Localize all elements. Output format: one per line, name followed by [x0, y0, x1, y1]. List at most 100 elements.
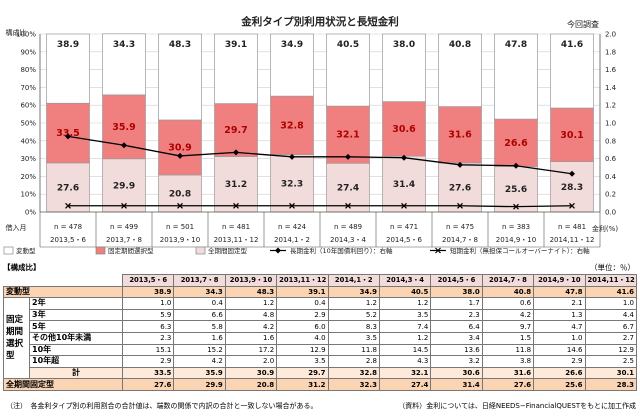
right-axis-title: 金利(%)	[592, 224, 618, 233]
bar-segment	[550, 107, 594, 162]
table-cell: 4.4	[584, 308, 638, 322]
x-tick-label: 2013,7・8	[106, 236, 142, 244]
data-label: 28.3	[561, 183, 583, 193]
row-label: 計	[29, 366, 123, 380]
line-point	[569, 170, 575, 177]
table-cell: 4.2	[224, 320, 278, 333]
data-label: 40.5	[337, 40, 359, 50]
line-point	[177, 152, 183, 159]
table-cell: 15.1	[121, 343, 175, 357]
table-column-header: 2014,1・2	[327, 274, 380, 287]
bar-segment	[326, 105, 370, 164]
bar-segment	[214, 33, 258, 104]
table-cell: 2.3	[430, 308, 483, 322]
table-cell: 6.3	[121, 320, 175, 333]
legend-swatch	[195, 246, 206, 255]
left-tick-label: 20%	[20, 173, 36, 181]
series-line-short-rate	[68, 205, 573, 208]
bar-segment	[494, 33, 538, 120]
line-point	[65, 202, 71, 209]
table-cell: 1.2	[378, 331, 432, 345]
line-point	[177, 202, 183, 209]
left-tick-label: 50%	[20, 120, 36, 128]
table-cell: 2.8	[327, 355, 380, 368]
table-row-sub: 固定期間選択型 2年 1.0 0.4 1.2 0.4 1.2 1.2 1.7 0.6 2.1 1.0	[3, 297, 638, 380]
x-tick-label: 2013,11・12	[214, 236, 259, 244]
table-cell: 1.6	[173, 331, 226, 345]
data-label: 32.1	[336, 130, 359, 141]
table-row-sub: 3年 5.9 6.6 4.8 2.9 5.2 3.5 2.3 4.2 1.3 4.4	[4, 308, 638, 322]
left-tick-label: 90%	[20, 48, 36, 56]
table-cell: 2.5	[584, 355, 638, 368]
table-cell: 31.4	[430, 378, 483, 391]
n-label: n = 501	[166, 223, 194, 231]
table-cell: 6.7	[584, 320, 638, 333]
table-cell: 2.7	[584, 331, 638, 345]
right-tick-label: 0.2	[605, 191, 616, 199]
table-column-header: 2014,9・10	[533, 274, 586, 287]
right-tick-label: 1.6	[605, 66, 617, 74]
legend-swatch	[3, 246, 14, 255]
table-column-header: 2014,7・8	[481, 274, 535, 287]
table-cell: 28.3	[584, 378, 638, 391]
table-cell: 30.6	[430, 366, 483, 380]
bar-segment	[494, 166, 538, 213]
table-cell: 11.8	[481, 343, 535, 357]
left-tick-label: 40%	[20, 137, 36, 145]
table-cell: 7.4	[378, 320, 432, 333]
group-label: 固定期間選択型	[3, 297, 30, 380]
x-tick-label: 2014,1・2	[274, 236, 310, 244]
line-point	[569, 202, 575, 209]
table-cell: 4.3	[378, 355, 432, 368]
line-point	[401, 154, 407, 161]
table-cell: 1.3	[533, 308, 586, 322]
bar-segment	[46, 102, 90, 164]
line-point	[457, 161, 463, 168]
table-cell: 31.6	[481, 366, 535, 380]
bar-segment	[46, 162, 90, 213]
data-label: 38.0	[393, 40, 415, 50]
table-cell: 30.1	[584, 366, 638, 380]
bar-segment	[438, 106, 482, 164]
table-cell: 47.8	[533, 285, 586, 299]
x-tick-label: 2014,9・10	[496, 236, 536, 244]
row-label: 10年	[29, 343, 123, 357]
table-cell: 20.8	[224, 378, 278, 391]
row-label: 10年超	[29, 355, 123, 368]
legend-label: 固定期間選択型	[108, 246, 154, 255]
table-row-zenkikan: 全期間固定型 27.6 29.9 20.8 31.2 32.3 27.4 31.4 27.6 25…	[3, 378, 638, 391]
right-tick-label: 1.0	[605, 120, 616, 128]
right-tick-label: 0.0	[605, 209, 616, 217]
bar-segment	[102, 158, 146, 213]
data-label: 27.4	[337, 184, 359, 194]
row-label: 2年	[29, 297, 123, 310]
table-cell: 2.0	[224, 355, 278, 368]
table-cell: 38.0	[430, 285, 483, 299]
table-column-header: 2013,11・12	[276, 274, 329, 287]
table-cell: 1.0	[584, 297, 638, 310]
footnote-right: （資料）金利については、日経NEEDS−FinancialQUESTをもとに加工…	[398, 402, 636, 410]
data-label: 34.9	[281, 40, 303, 50]
bar-segment	[270, 33, 314, 97]
table-cell: 1.2	[224, 297, 278, 310]
footnote-left: （注） 各金利タイプ別の利用割合の合計値は、端数の関係で内訳の合計と一致しない場…	[6, 402, 318, 410]
table-cell: 39.1	[276, 285, 329, 299]
table-row-sub: 10年 15.1 15.2 17.2 12.9 11.8 14.5 13.6 11.8 14.6 1…	[4, 343, 638, 357]
data-label: 31.2	[225, 180, 247, 190]
table-cell: 2.9	[121, 355, 175, 368]
x-tick-label: 2014,11・12	[550, 236, 595, 244]
legend-swatch	[95, 246, 106, 255]
table-cell: 12.9	[276, 343, 329, 357]
table-row-kei: 計 33.5 35.9 30.9 29.7 32.8 32.1 30.6 31.6 26.6 30.…	[4, 366, 638, 380]
line-point	[233, 149, 239, 156]
line-point	[233, 202, 239, 209]
table-caption: 【構成比】	[3, 263, 41, 272]
n-label: n = 475	[446, 223, 474, 231]
line-point	[121, 142, 127, 149]
left-tick-label: 70%	[20, 84, 36, 92]
data-label: 31.6	[448, 130, 472, 141]
x-tick-label: 2013,5・6	[50, 236, 86, 244]
left-tick-label: 30%	[20, 155, 36, 163]
line-point	[289, 153, 295, 160]
table-column-header: 2013,9・10	[224, 274, 278, 287]
